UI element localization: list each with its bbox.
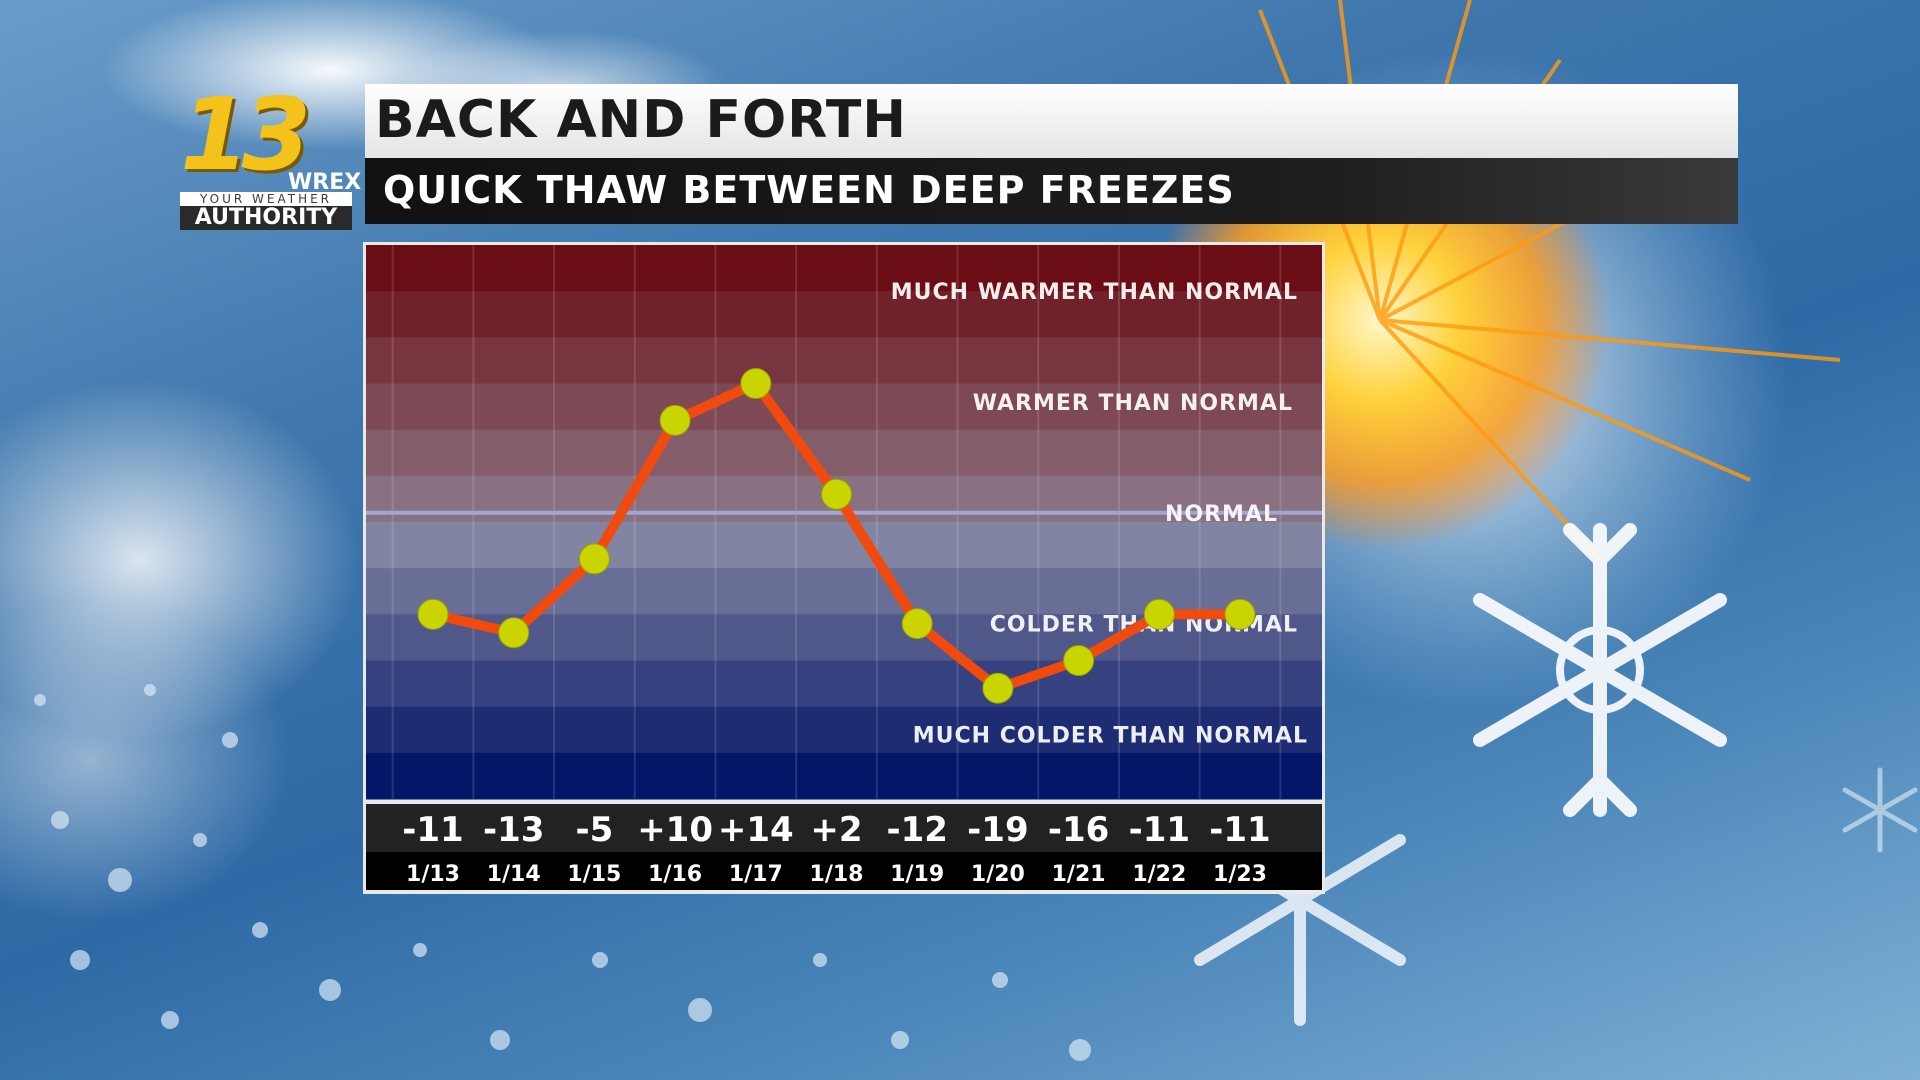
raindrops xyxy=(34,684,1091,1061)
snowflake-large-icon xyxy=(1473,523,1727,817)
value-label: +2 xyxy=(810,810,862,850)
value-label: -19 xyxy=(967,810,1028,850)
background-band xyxy=(366,337,1322,384)
date-label: 1/18 xyxy=(810,862,864,887)
data-point xyxy=(1143,598,1175,630)
date-label: 1/20 xyxy=(971,862,1025,887)
subtitle-banner: QUICK THAW BETWEEN DEEP FREEZES xyxy=(365,158,1738,224)
page-subtitle: QUICK THAW BETWEEN DEEP FREEZES xyxy=(383,168,1235,212)
band-label: MUCH WARMER THAN NORMAL xyxy=(891,280,1298,305)
background-band xyxy=(366,660,1322,708)
date-label: 1/19 xyxy=(890,862,944,887)
logo-call-letters: WREX xyxy=(288,170,362,195)
date-strip xyxy=(366,852,1322,890)
page-title: BACK AND FORTH xyxy=(375,90,907,150)
logo-tagline: YOUR WEATHER xyxy=(180,192,352,206)
value-label: -16 xyxy=(1048,810,1109,850)
band-label: WARMER THAN NORMAL xyxy=(973,391,1293,416)
data-point xyxy=(578,543,610,575)
value-label: -11 xyxy=(1129,810,1190,850)
value-label: -5 xyxy=(576,810,614,850)
chart-frame: MUCH WARMER THAN NORMAL WARMER THAN NORMA… xyxy=(363,242,1325,894)
value-label: -11 xyxy=(402,810,463,850)
value-label: -12 xyxy=(886,810,947,850)
data-point xyxy=(659,404,691,436)
date-label: 1/22 xyxy=(1132,862,1186,887)
date-label: 1/15 xyxy=(567,862,621,887)
snowflake-tiny-icon xyxy=(1842,767,1918,853)
station-logo: 13 WREX YOUR WEATHER AUTHORITY xyxy=(180,76,361,232)
value-label: -11 xyxy=(1209,810,1270,850)
title-banner: BACK AND FORTH xyxy=(365,84,1738,158)
logo-number: 13 xyxy=(180,76,311,193)
value-label: -13 xyxy=(483,810,544,850)
value-strip xyxy=(366,804,1322,852)
value-label: +14 xyxy=(718,810,794,850)
background-band xyxy=(366,245,1322,292)
background-band xyxy=(366,291,1322,338)
background-band xyxy=(366,568,1322,615)
date-label: 1/13 xyxy=(406,862,460,887)
date-label: 1/17 xyxy=(729,862,783,887)
background-band xyxy=(366,429,1322,477)
data-point xyxy=(982,672,1014,704)
data-point xyxy=(417,598,449,630)
band-label: MUCH COLDER THAN NORMAL xyxy=(913,723,1308,748)
data-point xyxy=(821,478,852,510)
data-point xyxy=(1063,645,1095,676)
data-point xyxy=(901,608,933,640)
date-label: 1/14 xyxy=(487,862,541,887)
data-point xyxy=(1224,598,1256,630)
background-band xyxy=(366,752,1322,800)
date-label: 1/21 xyxy=(1052,862,1106,887)
date-label: 1/16 xyxy=(648,862,702,887)
background-band xyxy=(366,522,1322,569)
logo-authority: AUTHORITY xyxy=(180,206,352,230)
band-label: NORMAL xyxy=(1165,502,1278,527)
value-label: +10 xyxy=(637,810,713,850)
background-band xyxy=(366,383,1322,431)
cloud-left-2 xyxy=(0,600,290,920)
temperature-departure-chart: MUCH WARMER THAN NORMAL WARMER THAN NORMA… xyxy=(363,242,1325,894)
background-band xyxy=(366,706,1322,754)
date-label: 1/23 xyxy=(1213,862,1267,887)
data-point xyxy=(740,368,772,399)
data-point xyxy=(498,617,530,649)
